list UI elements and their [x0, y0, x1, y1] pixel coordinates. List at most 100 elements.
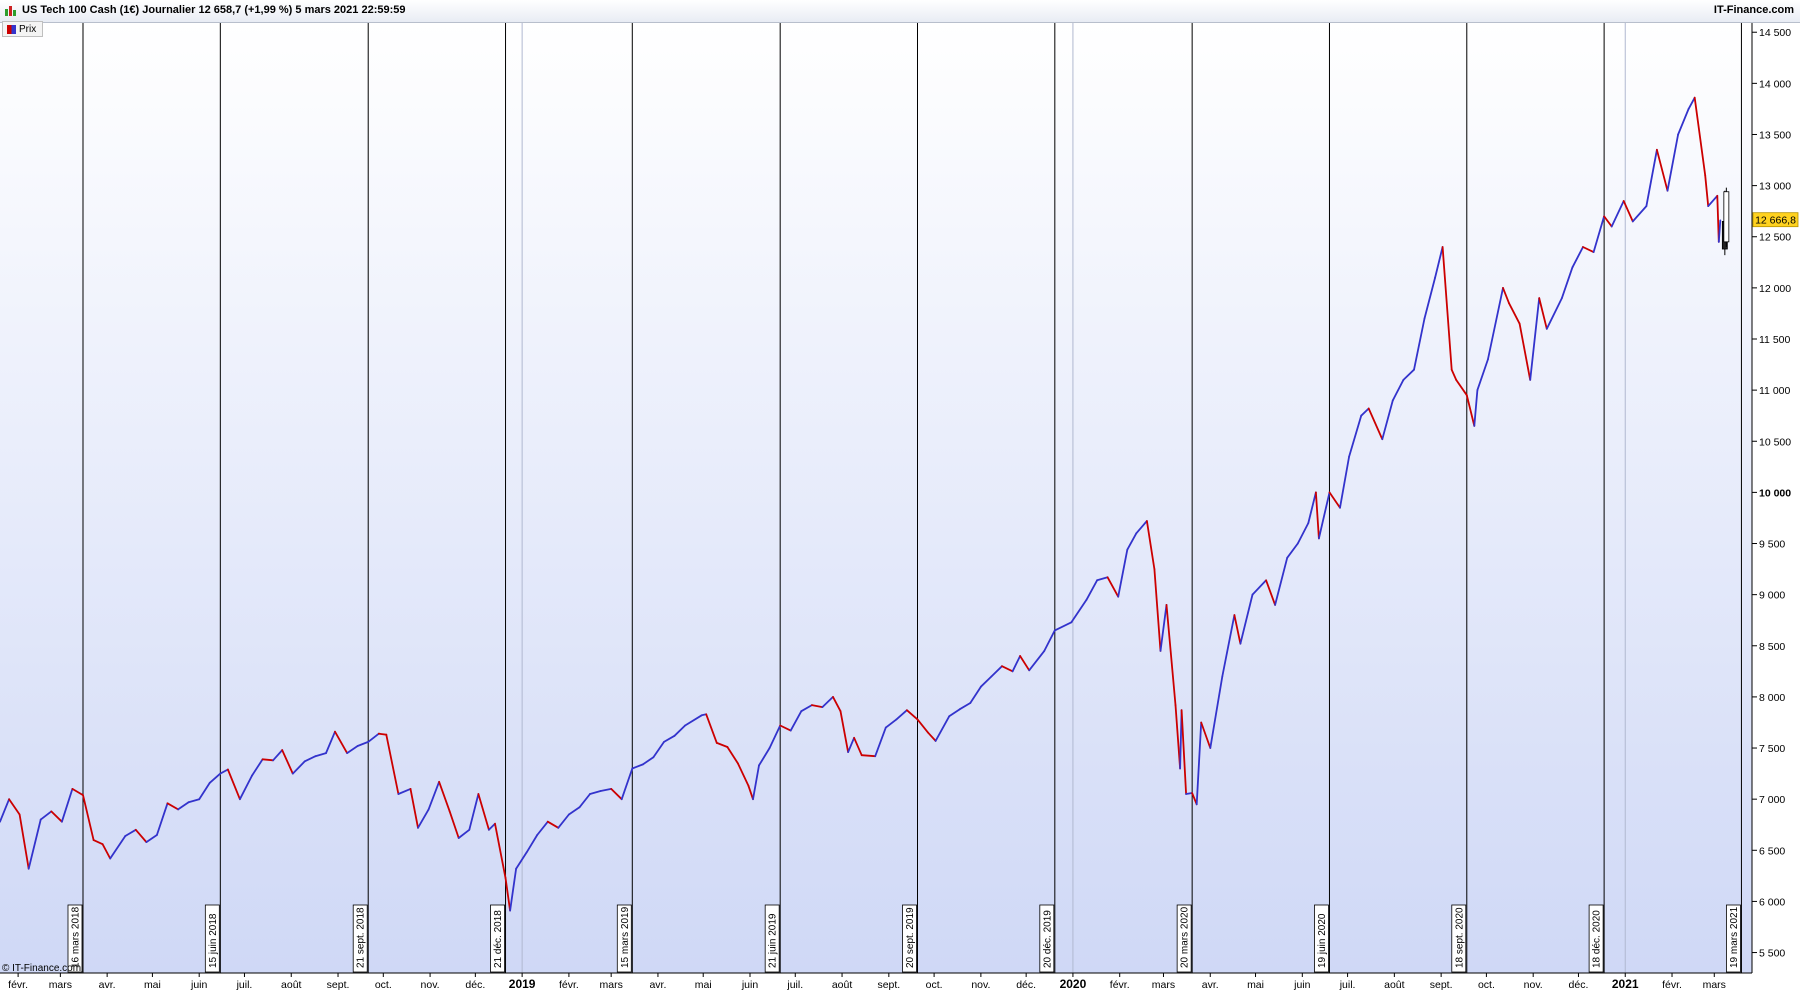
price-segment: [990, 665, 1003, 678]
x-tick-label: déc.: [1569, 979, 1589, 991]
price-segment: [853, 736, 863, 757]
price-segment: [1146, 520, 1156, 570]
price-segment: [303, 755, 317, 763]
price-segment: [652, 741, 665, 759]
header-bar: US Tech 100 Cash (1€) Journalier 12 658,…: [0, 0, 1800, 23]
event-label-box: [764, 904, 780, 973]
event-label: 21 sept. 2018: [356, 907, 367, 968]
event-label: 20 sept. 2019: [905, 907, 916, 968]
x-tick-label: mai: [1247, 979, 1264, 991]
price-segment: [1274, 556, 1289, 606]
x-tick-label: août: [1384, 979, 1405, 991]
event-label: 19 mars 2021: [1729, 906, 1740, 968]
x-tick-label: mars: [599, 979, 622, 991]
price-segment: [515, 851, 528, 870]
price-segment: [334, 730, 349, 754]
event-label-box: [616, 904, 632, 973]
price-segment: [61, 788, 74, 823]
x-tick-label: avr.: [649, 979, 666, 991]
event-label: 16 mars 2018: [70, 906, 81, 968]
event-label-box: [352, 904, 368, 973]
x-tick-label: oct.: [926, 979, 943, 991]
x-tick-label: 2020: [1060, 977, 1087, 991]
price-segment: [1592, 215, 1605, 254]
price-segment: [1677, 108, 1690, 136]
y-tick-label: 5 500: [1759, 948, 1785, 960]
price-segment: [705, 713, 718, 744]
event-label: 18 sept. 2020: [1454, 907, 1465, 968]
x-tick-label: juil.: [1339, 979, 1356, 991]
price-segment: [427, 780, 441, 811]
y-tick-label: 13 000: [1759, 181, 1791, 193]
price-segment: [1693, 96, 1707, 177]
price-segment: [874, 726, 887, 758]
x-tick-label: juil.: [786, 979, 803, 991]
event-label-box: [1176, 904, 1192, 973]
y-tick-label: 13 500: [1759, 129, 1791, 141]
price-segment: [251, 758, 264, 777]
x-tick-label: déc.: [465, 979, 485, 991]
x-tick-label: mai: [695, 979, 712, 991]
price-segment: [1413, 317, 1426, 371]
last-price-tag: 12 666,8: [1752, 212, 1799, 228]
price-tag-box: [1752, 212, 1799, 228]
price-segment: [1348, 414, 1363, 458]
legend[interactable]: Prix: [2, 21, 44, 37]
price-segment: [325, 730, 336, 754]
price-segment: [1174, 704, 1181, 770]
x-tick-label: août: [832, 979, 853, 991]
price-segment: [1019, 655, 1031, 672]
x-tick-label: oct.: [1478, 979, 1495, 991]
price-segment: [1315, 491, 1320, 540]
x-tick-label: févr.: [1110, 979, 1130, 991]
price-segment: [0, 798, 11, 823]
price-segment: [779, 724, 792, 732]
price-segment: [1518, 322, 1532, 381]
price-segment: [821, 696, 834, 708]
price-segment: [198, 781, 211, 801]
price-segment: [599, 788, 613, 792]
price-segment: [832, 696, 842, 713]
price-segment: [536, 820, 549, 836]
price-segment: [715, 742, 729, 748]
chart-title: US Tech 100 Cash (1€) Journalier 12 658,…: [22, 4, 406, 16]
price-segment: [1717, 219, 1722, 243]
event-label-box: [204, 904, 220, 973]
price-segment: [1603, 215, 1613, 228]
price-segment: [811, 704, 824, 708]
price-segment: [1707, 194, 1719, 208]
price-segment: [1265, 579, 1276, 606]
price-segment: [1153, 568, 1162, 652]
price-segment: [1239, 593, 1254, 645]
price-segment: [272, 749, 284, 762]
price-segment: [177, 801, 190, 811]
y-axis-ticks: 5 500 6 000 6 500 7 000 7 500 8 000 8 500 9 000…: [1752, 27, 1791, 960]
price-segment: [1465, 394, 1476, 427]
x-tick-label: 2019: [509, 977, 536, 991]
price-segment: [1251, 579, 1267, 596]
brand-link[interactable]: IT-Finance.com: [1713, 4, 1794, 16]
x-tick-label: août: [281, 979, 302, 991]
price-segment: [1561, 266, 1574, 300]
x-tick-label: juin: [190, 979, 208, 991]
price-segment: [1381, 399, 1394, 441]
price-segment: [377, 732, 388, 736]
x-tick-label: mai: [144, 979, 161, 991]
price-segment: [1687, 96, 1696, 110]
price-segment: [684, 714, 703, 727]
price-segment: [1043, 629, 1056, 652]
price-segment: [726, 746, 739, 765]
price-segment: [438, 780, 451, 813]
price-segment: [1180, 709, 1187, 795]
price-segment: [1434, 246, 1444, 279]
price-segment: [448, 810, 460, 839]
price-segment: [1339, 455, 1350, 509]
price-segment: [261, 758, 275, 762]
price-segment: [1423, 276, 1436, 320]
y-tick-label: 8 000: [1759, 692, 1785, 704]
price-segment: [1529, 297, 1541, 381]
price-segment: [1473, 389, 1479, 427]
price-segment: [839, 710, 849, 753]
price-segment: [916, 718, 929, 734]
